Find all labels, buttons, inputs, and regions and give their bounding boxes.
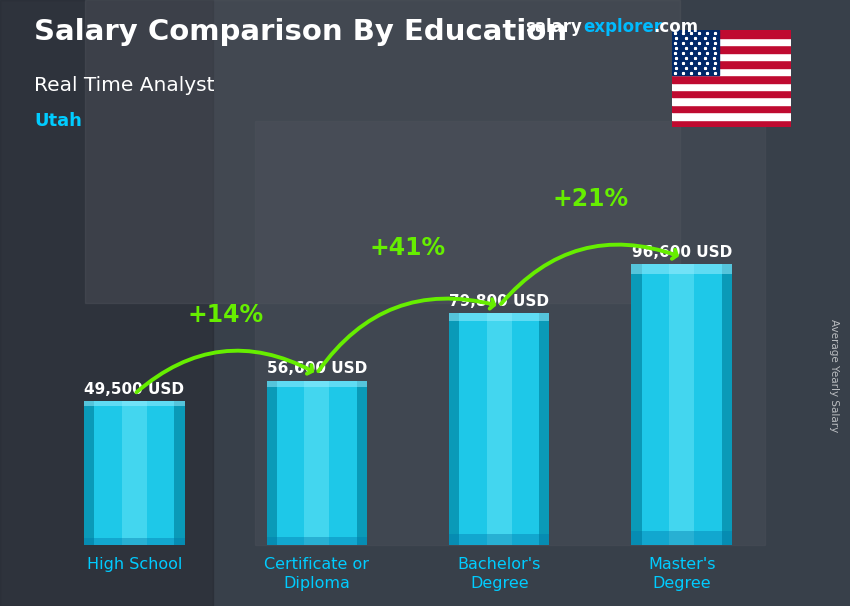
Text: Real Time Analyst: Real Time Analyst: [34, 76, 214, 95]
Text: 79,800 USD: 79,800 USD: [449, 294, 549, 309]
Bar: [85, 0, 680, 303]
Text: .com: .com: [653, 18, 698, 36]
Bar: [267, 537, 367, 545]
Bar: [672, 75, 790, 82]
Text: 49,500 USD: 49,500 USD: [84, 382, 184, 397]
Bar: [672, 120, 790, 127]
Bar: [174, 401, 184, 545]
Text: +21%: +21%: [552, 187, 628, 211]
Bar: [304, 381, 329, 545]
Bar: [255, 121, 765, 545]
Text: 96,600 USD: 96,600 USD: [632, 245, 732, 260]
Bar: [267, 381, 367, 387]
Bar: [672, 45, 790, 53]
Bar: [357, 381, 367, 545]
Bar: [632, 264, 642, 545]
Bar: [672, 30, 719, 75]
Bar: [84, 401, 184, 407]
Bar: [632, 531, 732, 545]
Bar: [449, 313, 549, 545]
Bar: [672, 53, 790, 60]
Bar: [449, 313, 459, 545]
Bar: [722, 264, 732, 545]
Bar: [84, 401, 94, 545]
Bar: [0, 0, 212, 606]
Bar: [632, 264, 732, 545]
Bar: [267, 381, 276, 545]
Bar: [672, 30, 790, 38]
Text: Salary Comparison By Education: Salary Comparison By Education: [34, 18, 567, 46]
Bar: [449, 534, 549, 545]
Text: 56,600 USD: 56,600 USD: [267, 361, 367, 376]
Bar: [449, 313, 549, 321]
Bar: [672, 68, 790, 75]
Bar: [672, 112, 790, 120]
Text: Average Yearly Salary: Average Yearly Salary: [829, 319, 839, 432]
Bar: [632, 264, 732, 275]
Bar: [672, 38, 790, 45]
Bar: [84, 538, 184, 545]
Bar: [540, 313, 549, 545]
Bar: [122, 401, 147, 545]
Bar: [672, 90, 790, 98]
Bar: [672, 82, 790, 90]
Text: +41%: +41%: [370, 236, 446, 260]
Bar: [672, 105, 790, 112]
Bar: [487, 313, 512, 545]
Text: salary: salary: [525, 18, 582, 36]
Bar: [669, 264, 694, 545]
Text: Utah: Utah: [34, 112, 82, 130]
Text: explorer: explorer: [583, 18, 662, 36]
Bar: [267, 381, 367, 545]
Text: +14%: +14%: [188, 304, 264, 327]
Bar: [84, 401, 184, 545]
Bar: [672, 60, 790, 68]
Bar: [672, 98, 790, 105]
